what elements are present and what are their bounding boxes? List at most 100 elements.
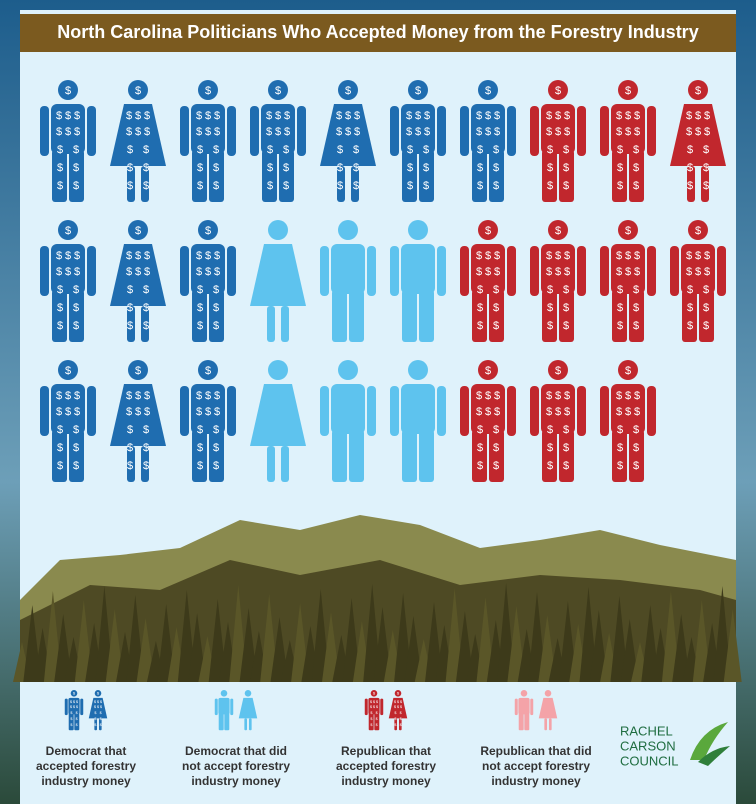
leg	[349, 430, 364, 482]
dollar: $	[266, 126, 272, 138]
dollar: $	[144, 390, 150, 402]
dollar: $	[197, 442, 203, 454]
arm	[390, 106, 399, 156]
leg	[279, 150, 294, 202]
dollar: $	[94, 723, 96, 727]
arm	[380, 699, 383, 716]
arm	[577, 386, 586, 436]
dollar: $	[617, 320, 623, 332]
dollar: $	[353, 180, 359, 192]
dollar: $	[267, 180, 273, 192]
dollar: $	[197, 284, 203, 296]
dollar: $	[424, 126, 430, 138]
arm	[230, 699, 233, 716]
dollar: $	[686, 110, 692, 122]
dollar: $	[126, 250, 132, 262]
dollar: $	[135, 110, 141, 122]
dollar: $	[345, 126, 351, 138]
dollar: $	[423, 180, 429, 192]
dollar: $	[353, 144, 359, 156]
dollar: $	[345, 110, 351, 122]
dollar: $	[135, 365, 141, 377]
dollar: $	[546, 250, 552, 262]
leg	[542, 290, 557, 342]
dollar: $	[376, 723, 378, 727]
dollar: $	[135, 250, 141, 262]
dollar: $	[197, 320, 203, 332]
torso	[401, 384, 435, 434]
arm	[530, 106, 539, 156]
arm	[227, 386, 236, 436]
dollar: $	[695, 126, 701, 138]
dollar: $	[57, 180, 63, 192]
dollar: $	[493, 460, 499, 472]
dollar: $	[205, 85, 211, 97]
dollar: $	[214, 390, 220, 402]
dollar: $	[213, 162, 219, 174]
dollar: $	[400, 705, 402, 709]
dollar: $	[634, 126, 640, 138]
arm	[390, 246, 399, 296]
dollar: $	[74, 250, 80, 262]
dollar: $	[555, 110, 561, 122]
dollar: $	[76, 705, 78, 709]
dollar: $	[57, 284, 63, 296]
dollar: $	[135, 406, 141, 418]
dollar: $	[57, 302, 63, 314]
dollar: $	[625, 390, 631, 402]
dollar: $	[476, 266, 482, 278]
dollar: $	[695, 110, 701, 122]
arm	[250, 106, 259, 156]
dollar: $	[376, 705, 378, 709]
dollar: $	[616, 266, 622, 278]
dollar: $	[337, 162, 343, 174]
dollar: $	[407, 180, 413, 192]
leg	[349, 290, 364, 342]
dollar: $	[74, 126, 80, 138]
legend-label: Republican that	[341, 744, 431, 758]
dollar: $	[143, 302, 149, 314]
dollar: $	[476, 110, 482, 122]
dollar: $	[143, 460, 149, 472]
dollar: $	[687, 320, 693, 332]
arm	[215, 699, 218, 716]
dollar: $	[143, 442, 149, 454]
arm	[647, 386, 656, 436]
dollar: $	[144, 250, 150, 262]
dollar: $	[625, 85, 631, 97]
leg	[281, 446, 289, 482]
dollar: $	[73, 424, 79, 436]
dollar: $	[284, 126, 290, 138]
dollar: $	[70, 700, 72, 704]
leg	[544, 718, 547, 730]
dollar: $	[197, 460, 203, 472]
arm	[600, 246, 609, 296]
dollar: $	[704, 126, 710, 138]
dollar: $	[76, 711, 78, 715]
dollar: $	[370, 700, 372, 704]
dollar: $	[625, 266, 631, 278]
dollar: $	[493, 442, 499, 454]
legend-label: Democrat that did	[185, 744, 287, 758]
dollar: $	[625, 406, 631, 418]
dollar: $	[493, 320, 499, 332]
dollar: $	[633, 284, 639, 296]
dollar: $	[144, 266, 150, 278]
dollar: $	[703, 284, 709, 296]
dollar: $	[353, 162, 359, 174]
leg	[52, 290, 67, 342]
dollar: $	[394, 711, 396, 715]
dollar: $	[73, 302, 79, 314]
dollar: $	[283, 144, 289, 156]
dollar: $	[394, 717, 396, 721]
dollar: $	[197, 144, 203, 156]
dollar: $	[687, 144, 693, 156]
arm	[180, 246, 189, 296]
leg	[419, 430, 434, 482]
dollar: $	[424, 110, 430, 122]
leg	[612, 290, 627, 342]
dollar: $	[563, 302, 569, 314]
leg	[52, 430, 67, 482]
dollar: $	[213, 460, 219, 472]
dollar: $	[275, 85, 281, 97]
